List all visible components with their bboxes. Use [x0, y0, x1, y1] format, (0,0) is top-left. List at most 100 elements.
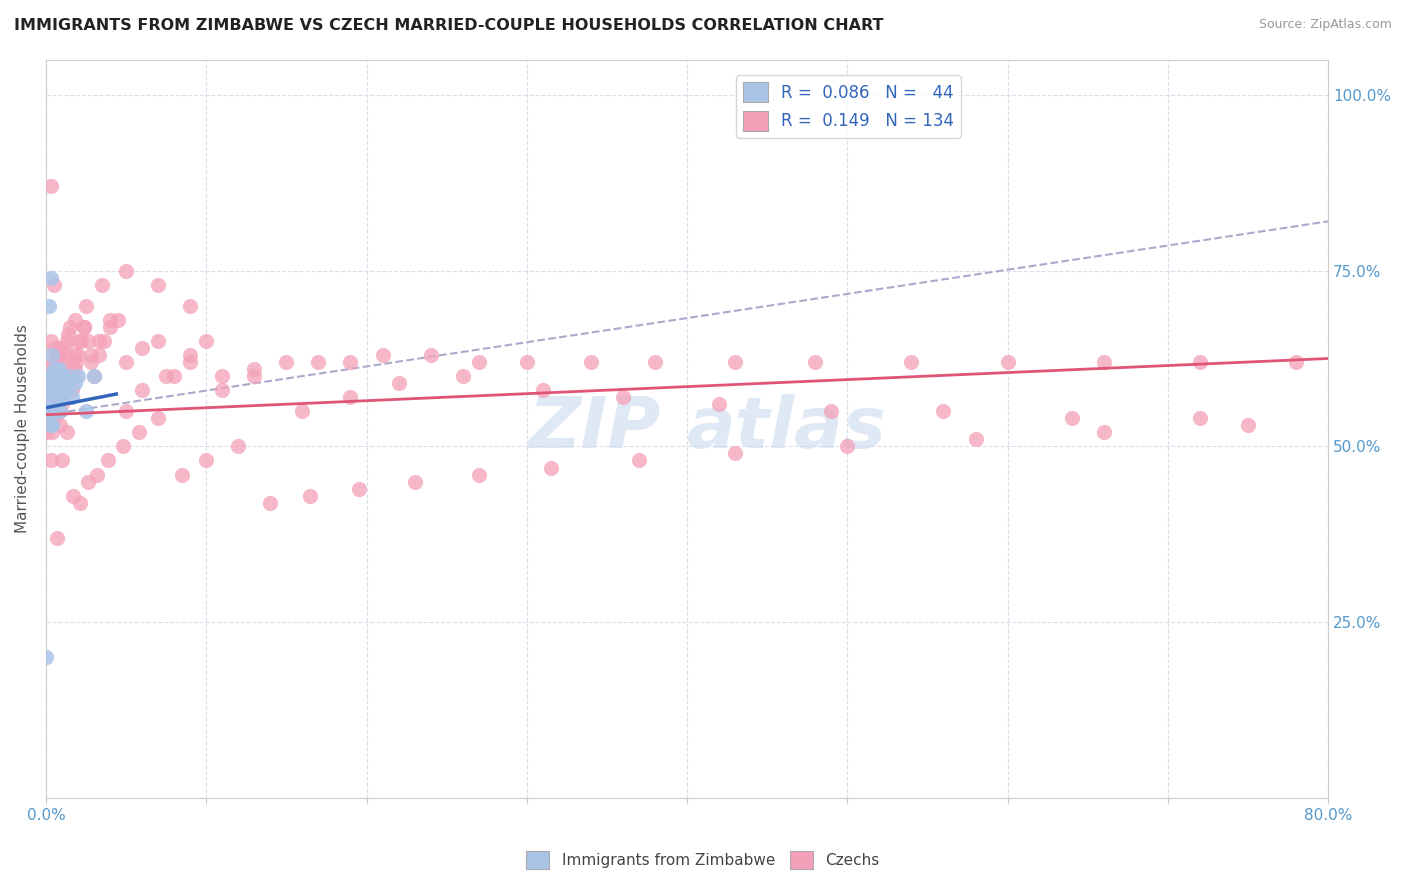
Point — [115, 263, 138, 277]
Point — [39, 270, 62, 285]
Point — [243, 369, 266, 384]
Point — [51, 390, 73, 404]
Point — [39, 390, 62, 404]
Text: ZIP: ZIP — [529, 394, 661, 463]
Point — [86, 467, 108, 482]
Point — [259, 496, 281, 510]
Point — [76, 334, 98, 348]
Point — [66, 369, 89, 384]
Point — [49, 418, 72, 433]
Point — [299, 489, 322, 503]
Point — [75, 299, 97, 313]
Point — [58, 326, 80, 341]
Point — [87, 334, 110, 348]
Point — [51, 390, 73, 404]
Point — [38, 376, 60, 391]
Point — [39, 369, 62, 384]
Point — [56, 376, 79, 391]
Point — [467, 467, 489, 482]
Point — [965, 433, 987, 447]
Point — [997, 355, 1019, 369]
Point — [932, 404, 955, 418]
Point — [111, 439, 134, 453]
Point — [83, 369, 105, 384]
Point — [339, 390, 361, 404]
Point — [97, 453, 120, 467]
Point — [291, 404, 314, 418]
Point — [707, 397, 730, 411]
Point — [579, 355, 602, 369]
Point — [42, 404, 65, 418]
Point — [41, 355, 63, 369]
Point — [65, 355, 87, 369]
Point — [59, 362, 82, 376]
Point — [62, 489, 84, 503]
Point — [107, 313, 129, 327]
Point — [42, 369, 65, 384]
Point — [49, 369, 72, 384]
Point — [211, 369, 233, 384]
Point — [115, 355, 138, 369]
Point — [39, 390, 62, 404]
Point — [37, 404, 59, 418]
Point — [42, 341, 65, 355]
Point — [45, 390, 67, 404]
Point — [37, 404, 59, 418]
Point — [76, 475, 98, 489]
Point — [195, 453, 218, 467]
Point — [41, 404, 63, 418]
Point — [66, 348, 89, 362]
Point — [51, 453, 73, 467]
Point — [820, 404, 842, 418]
Point — [146, 277, 169, 292]
Point — [46, 531, 69, 545]
Point — [53, 376, 76, 391]
Point — [48, 376, 70, 391]
Point — [467, 355, 489, 369]
Point — [42, 277, 65, 292]
Text: Source: ZipAtlas.com: Source: ZipAtlas.com — [1258, 18, 1392, 31]
Point — [60, 390, 83, 404]
Point — [131, 341, 153, 355]
Point — [339, 355, 361, 369]
Point — [347, 482, 370, 496]
Point — [39, 418, 62, 433]
Point — [38, 404, 60, 418]
Point — [51, 397, 73, 411]
Point — [46, 376, 69, 391]
Point — [516, 355, 538, 369]
Point — [35, 383, 58, 397]
Point — [1188, 411, 1211, 425]
Point — [276, 355, 298, 369]
Point — [87, 348, 110, 362]
Point — [73, 319, 96, 334]
Point — [35, 425, 58, 440]
Point — [51, 369, 73, 384]
Point — [307, 355, 329, 369]
Point — [60, 383, 83, 397]
Point — [73, 319, 96, 334]
Point — [146, 411, 169, 425]
Point — [53, 341, 76, 355]
Point — [39, 334, 62, 348]
Point — [1060, 411, 1083, 425]
Legend: Immigrants from Zimbabwe, Czechs: Immigrants from Zimbabwe, Czechs — [520, 845, 886, 875]
Point — [45, 390, 67, 404]
Point — [66, 334, 89, 348]
Point — [48, 362, 70, 376]
Point — [115, 404, 138, 418]
Point — [128, 425, 150, 440]
Point — [41, 376, 63, 391]
Point — [41, 397, 63, 411]
Point — [39, 179, 62, 194]
Point — [46, 383, 69, 397]
Point — [98, 313, 121, 327]
Point — [93, 334, 115, 348]
Point — [37, 369, 59, 384]
Point — [38, 390, 60, 404]
Point — [724, 446, 747, 460]
Point — [45, 355, 67, 369]
Point — [51, 355, 73, 369]
Point — [38, 369, 60, 384]
Point — [1237, 418, 1260, 433]
